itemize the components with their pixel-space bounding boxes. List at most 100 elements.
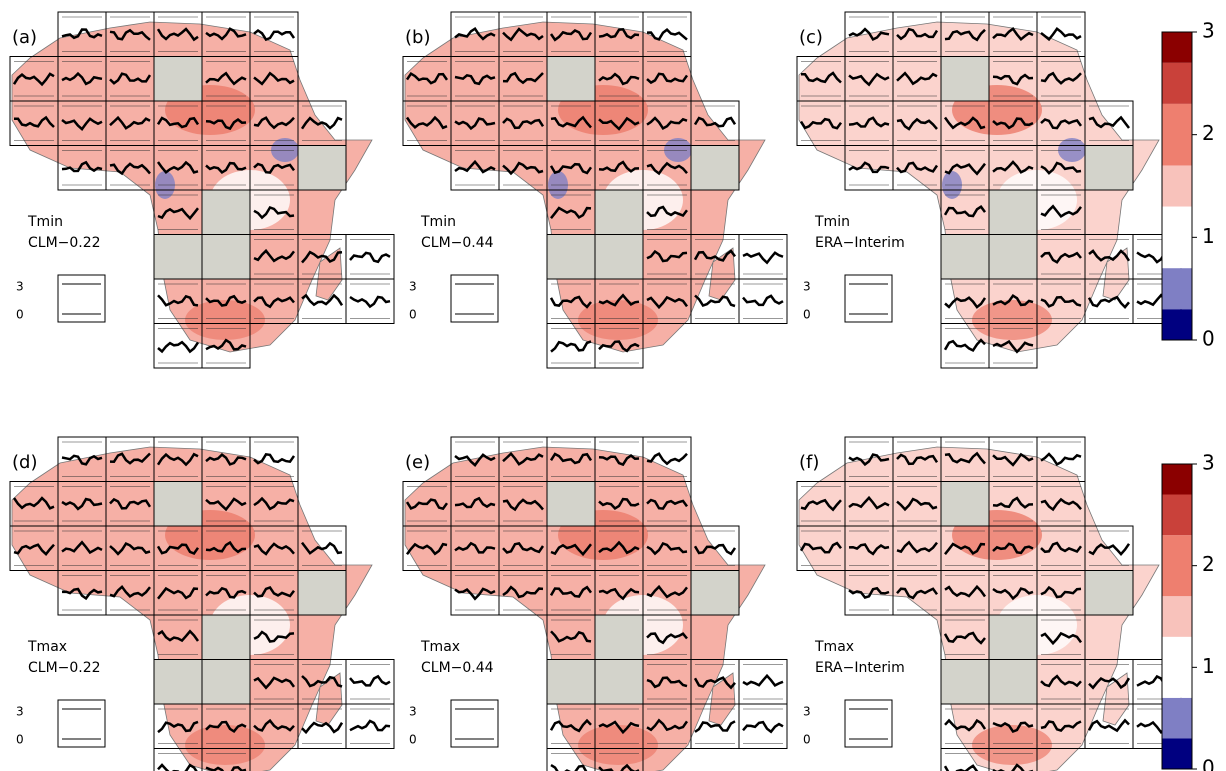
masked-box [1085,571,1133,616]
series-line [350,297,390,307]
hotspot [972,300,1052,340]
color-segment [1162,63,1192,104]
color-segment [1162,32,1192,63]
dataset-label: CLM−0.22 [28,235,101,251]
dataset-label: CLM−0.44 [421,235,494,251]
masked-box [941,235,989,280]
panel-label: (a) [12,27,37,48]
color-segment [1162,165,1192,206]
masked-box [989,190,1037,235]
masked-box [547,660,595,705]
masked-box [595,235,643,280]
variable-label: Tmax [27,639,67,655]
masked-box [202,235,250,280]
variable-label: Tmax [814,639,854,655]
panel-label: (b) [405,27,430,48]
dataset-label: CLM−0.44 [421,660,494,676]
variable-label: Tmax [420,639,460,655]
masked-box [595,615,643,660]
series-line [945,766,985,771]
colorbar-tick-label: 3 [1202,19,1215,43]
legend-bottom: 0 [409,308,417,322]
hotspot [578,300,658,340]
map-panel: (b)TminCLM−0.4430 [403,12,787,368]
legend-bottom: 0 [16,308,24,322]
colorbar-tick-label: 1 [1202,654,1215,678]
legend-top: 3 [803,705,811,719]
color-segment [1162,739,1192,770]
color-segment [1162,309,1192,340]
series-line [350,253,390,262]
masked-box [941,660,989,705]
dataset-label: ERA−Interim [815,235,905,251]
cold-spot [271,138,299,162]
masked-box [547,57,595,102]
panel-label: (d) [12,452,37,473]
legend-box [58,700,105,747]
legend-bottom: 0 [409,733,417,747]
colorbar-tick-label: 2 [1202,121,1215,145]
masked-box [154,235,202,280]
map-panel: (e)TmaxCLM−0.4430 [403,437,787,771]
series-line [350,721,390,730]
map-panel: (f)TmaxERA−Interim30 [797,437,1181,771]
masked-box [691,571,739,616]
hotspot [578,725,658,765]
series-line [350,676,390,685]
colorbar-tick-label: 0 [1202,756,1215,771]
masked-box [154,660,202,705]
color-segment [1162,464,1192,495]
masked-box [595,190,643,235]
color-segment [1162,104,1192,166]
map-panel: (c) Tmin ERA−Interim 3 0 [797,12,1181,368]
cold-spot [1058,138,1086,162]
masked-box [154,57,202,102]
series-line [743,296,783,305]
colorbar-tick-label: 1 [1202,224,1215,248]
legend-box [845,700,892,747]
colorbar-tick-label: 3 [1202,451,1215,475]
masked-box [154,482,202,527]
masked-box [595,660,643,705]
legend-top: 3 [409,705,417,719]
legend-top: 3 [16,280,24,294]
color-segment [1162,268,1192,309]
legend-top: 3 [803,280,811,294]
hotspot [185,725,265,765]
color-segment [1162,535,1192,596]
map-panel: (a)TminCLM−0.2230 [10,12,394,368]
masked-box [941,57,989,102]
legend-box [451,275,498,322]
variable-label: Tmin [420,214,456,230]
masked-box [989,660,1037,705]
cold-spot [664,138,692,162]
color-segment [1162,495,1192,536]
series-line [551,341,591,351]
series-line [254,454,294,463]
legend-box [451,700,498,747]
legend-bottom: 0 [803,308,811,322]
series-line [158,342,198,351]
legend-box [58,275,105,322]
series-line [1089,297,1129,307]
masked-box [298,571,346,616]
series-line [743,253,783,263]
panel-label: (c) [799,27,823,48]
masked-box [298,146,346,191]
legend-bottom: 0 [803,733,811,747]
series-line [1041,29,1081,40]
dataset-label: CLM−0.22 [28,660,101,676]
masked-box [989,235,1037,280]
color-segment [1162,596,1192,637]
masked-box [202,615,250,660]
masked-box [941,482,989,527]
masked-box [989,615,1037,660]
masked-box [202,190,250,235]
color-segment [1162,637,1192,698]
variable-label: Tmin [814,214,850,230]
masked-box [1085,146,1133,191]
dataset-label: ERA−Interim [815,660,905,676]
colorbar-tick-label: 0 [1202,327,1215,351]
colorbar-tick-label: 2 [1202,552,1215,576]
